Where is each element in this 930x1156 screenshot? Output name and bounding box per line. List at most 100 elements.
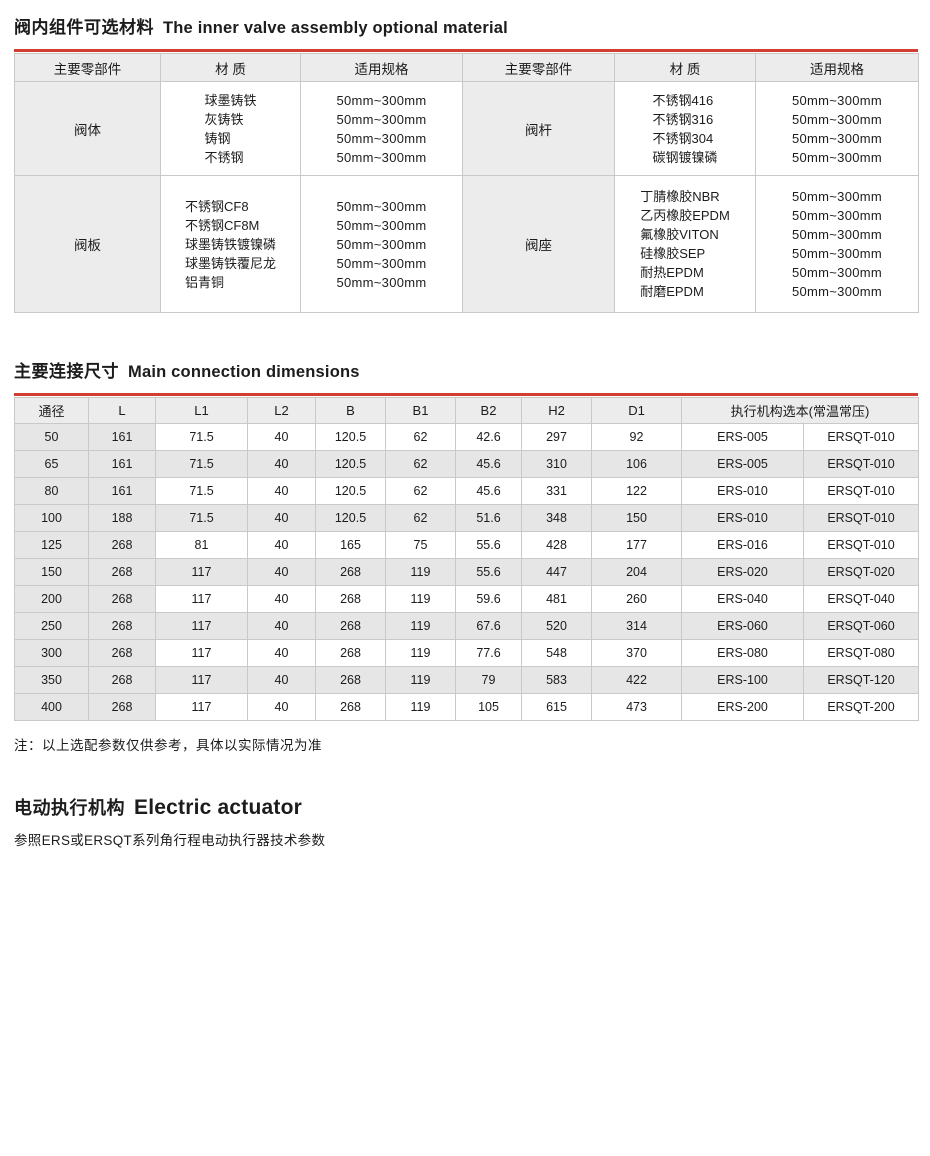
spec-line: 50mm~300mm — [336, 274, 427, 290]
material-line: 碳钢镀镍磷 — [652, 149, 718, 165]
actuator-section-title-zh: 电动执行机构 — [14, 798, 125, 818]
red-divider-line — [14, 393, 918, 396]
actuator-model-cell: ERS-010 — [681, 477, 804, 505]
dimension-cell: 268 — [315, 666, 386, 694]
dimensions-table-header-cell: L2 — [247, 397, 316, 424]
dimensions-table-header-cell: D1 — [591, 397, 682, 424]
dimension-cell: 161 — [88, 477, 156, 505]
dimension-cell: 40 — [247, 423, 316, 451]
material-line: 不锈钢416 — [652, 92, 714, 108]
dimension-cell: 548 — [521, 639, 592, 667]
dimension-cell: 119 — [385, 585, 456, 613]
material-line: 球墨铸铁覆尼龙 — [184, 255, 276, 271]
material-line: 乙丙橡胶EPDM — [640, 208, 730, 223]
dimension-cell: 42.6 — [455, 423, 522, 451]
dimensions-table-row: 50 161 71.5 40 120.5 62 42.6 297 92 ERS-005 ERSQT-… — [14, 423, 920, 451]
spec-line: 50mm~300mm — [791, 265, 883, 280]
spec-line: 50mm~300mm — [791, 189, 883, 204]
dimension-cell: 583 — [521, 666, 592, 694]
spec-line: 50mm~300mm — [336, 111, 427, 127]
dimension-cell: 204 — [591, 558, 682, 586]
dimensions-table-row: 65 161 71.5 40 120.5 62 45.6 310 106 ERS-005 ERSQT… — [14, 450, 920, 478]
dimension-cell: 150 — [591, 504, 682, 532]
materials-cell: 不锈钢416 不锈钢316 不锈钢304 碳钢镀镍磷 — [614, 81, 756, 176]
spec-line: 50mm~300mm — [791, 246, 883, 261]
materials-cell: 球墨铸铁 灰铸铁 铸钢 不锈钢 — [160, 81, 301, 176]
spec-line: 50mm~300mm — [336, 198, 427, 214]
dimension-cell: 428 — [521, 531, 592, 559]
materials-cell: 丁腈橡胶NBR 乙丙橡胶EPDM 氟橡胶VITON 硅橡胶SEP 耐热EPDM 耐磨EPD… — [614, 175, 756, 313]
dimensions-table-header-cell: 执行机构选本(常温常压) — [680, 397, 920, 424]
dimension-cell: 71.5 — [155, 450, 248, 478]
actuator-model-cell: ERSQT-010 — [802, 450, 920, 478]
dimensions-table-header-cell: 通径 — [14, 397, 89, 424]
dimension-cell: 40 — [247, 666, 316, 694]
actuator-model-cell: ERSQT-010 — [802, 504, 920, 532]
spec-line: 50mm~300mm — [791, 92, 883, 108]
dimension-cell: 75 — [385, 531, 456, 559]
material-line: 球墨铸铁镀镍磷 — [184, 236, 276, 252]
dimension-cell: 119 — [385, 639, 456, 667]
dimension-cell: 120.5 — [315, 477, 386, 505]
diameter-cell: 65 — [14, 450, 89, 478]
dimension-cell: 177 — [591, 531, 682, 559]
diameter-cell: 100 — [14, 504, 89, 532]
actuator-model-cell: ERS-040 — [681, 585, 804, 613]
dimension-cell: 119 — [385, 612, 456, 640]
dimension-cell: 55.6 — [455, 558, 522, 586]
dimension-cell: 67.6 — [455, 612, 522, 640]
dimension-cell: 62 — [385, 504, 456, 532]
dimension-cell: 268 — [88, 639, 156, 667]
dimensions-table-header-cell: L1 — [155, 397, 248, 424]
material-table-header-row: 主要零部件材 质适用规格 主要零部件材 质适用规格 — [14, 53, 919, 82]
dimension-cell: 268 — [88, 558, 156, 586]
dimension-cell: 55.6 — [455, 531, 522, 559]
dimension-cell: 40 — [247, 693, 316, 721]
dimension-cell: 370 — [591, 639, 682, 667]
dimension-cell: 268 — [315, 585, 386, 613]
actuator-model-cell: ERS-016 — [681, 531, 804, 559]
spec-line: 50mm~300mm — [791, 111, 883, 127]
spec-line: 50mm~300mm — [336, 255, 427, 271]
dimension-cell: 40 — [247, 504, 316, 532]
dimensions-table-header-cell: B — [315, 397, 386, 424]
material-line: 不锈钢304 — [652, 130, 714, 146]
actuator-model-cell: ERSQT-040 — [802, 585, 920, 613]
dimension-cell: 188 — [88, 504, 156, 532]
actuator-model-cell: ERSQT-020 — [802, 558, 920, 586]
diameter-cell: 400 — [14, 693, 89, 721]
red-divider-line — [14, 49, 918, 52]
dimension-cell: 119 — [385, 666, 456, 694]
dimension-cell: 40 — [247, 612, 316, 640]
material: 不锈钢416 不锈钢316 不锈钢304 碳钢镀镍磷 — [652, 91, 717, 167]
dimension-cell: 161 — [88, 423, 156, 451]
dimensions-table-header-cell: B1 — [385, 397, 456, 424]
dimensions-table-row: 150 268 117 40 268 119 55.6 447 204 ERS-020 ERSQT-… — [14, 558, 920, 586]
spec-line: 50mm~300mm — [336, 149, 427, 165]
dimension-cell: 40 — [247, 639, 316, 667]
spec-line: 50mm~300mm — [791, 227, 883, 242]
material-line: 铸钢 — [204, 130, 231, 146]
dimension-cell: 45.6 — [455, 477, 522, 505]
dimension-cell: 59.6 — [455, 585, 522, 613]
material-line: 耐磨EPDM — [640, 284, 704, 299]
dimension-cell: 40 — [247, 531, 316, 559]
actuator-model-cell: ERS-010 — [681, 504, 804, 532]
dimension-cell: 71.5 — [155, 504, 248, 532]
material-line: 不锈钢CF8 — [184, 198, 249, 214]
dimensions-table: 通径 L L1 L2 B B1 B2 H2 D1 执行机构选本(常温常压) 50 161 71.5 40… — [14, 397, 920, 721]
dimension-cell: 268 — [315, 639, 386, 667]
dimension-cell: 268 — [88, 666, 156, 694]
specs-cell: 50mm~300mm 50mm~300mm 50mm~300mm 50mm~300mm — [755, 81, 919, 176]
material-table-row: 阀板 不锈钢CF8 不锈钢CF8M 球墨铸铁镀镍磷 球墨铸铁覆尼龙 铝青铜 50mm~300… — [14, 175, 919, 313]
dimension-cell: 79 — [455, 666, 522, 694]
spec-line: 50mm~300mm — [791, 208, 883, 223]
material: 不锈钢CF8 不锈钢CF8M 球墨铸铁镀镍磷 球墨铸铁覆尼龙 铝青铜 — [185, 197, 276, 292]
spec: 50mm~300mm 50mm~300mm 50mm~300mm 50mm~300mm — [336, 91, 426, 167]
dimension-cell: 268 — [88, 531, 156, 559]
dimension-cell: 310 — [521, 450, 592, 478]
dimension-cell: 331 — [521, 477, 592, 505]
dimension-cell: 92 — [591, 423, 682, 451]
actuator-model-cell: ERS-005 — [681, 423, 804, 451]
dimension-cell: 40 — [247, 585, 316, 613]
